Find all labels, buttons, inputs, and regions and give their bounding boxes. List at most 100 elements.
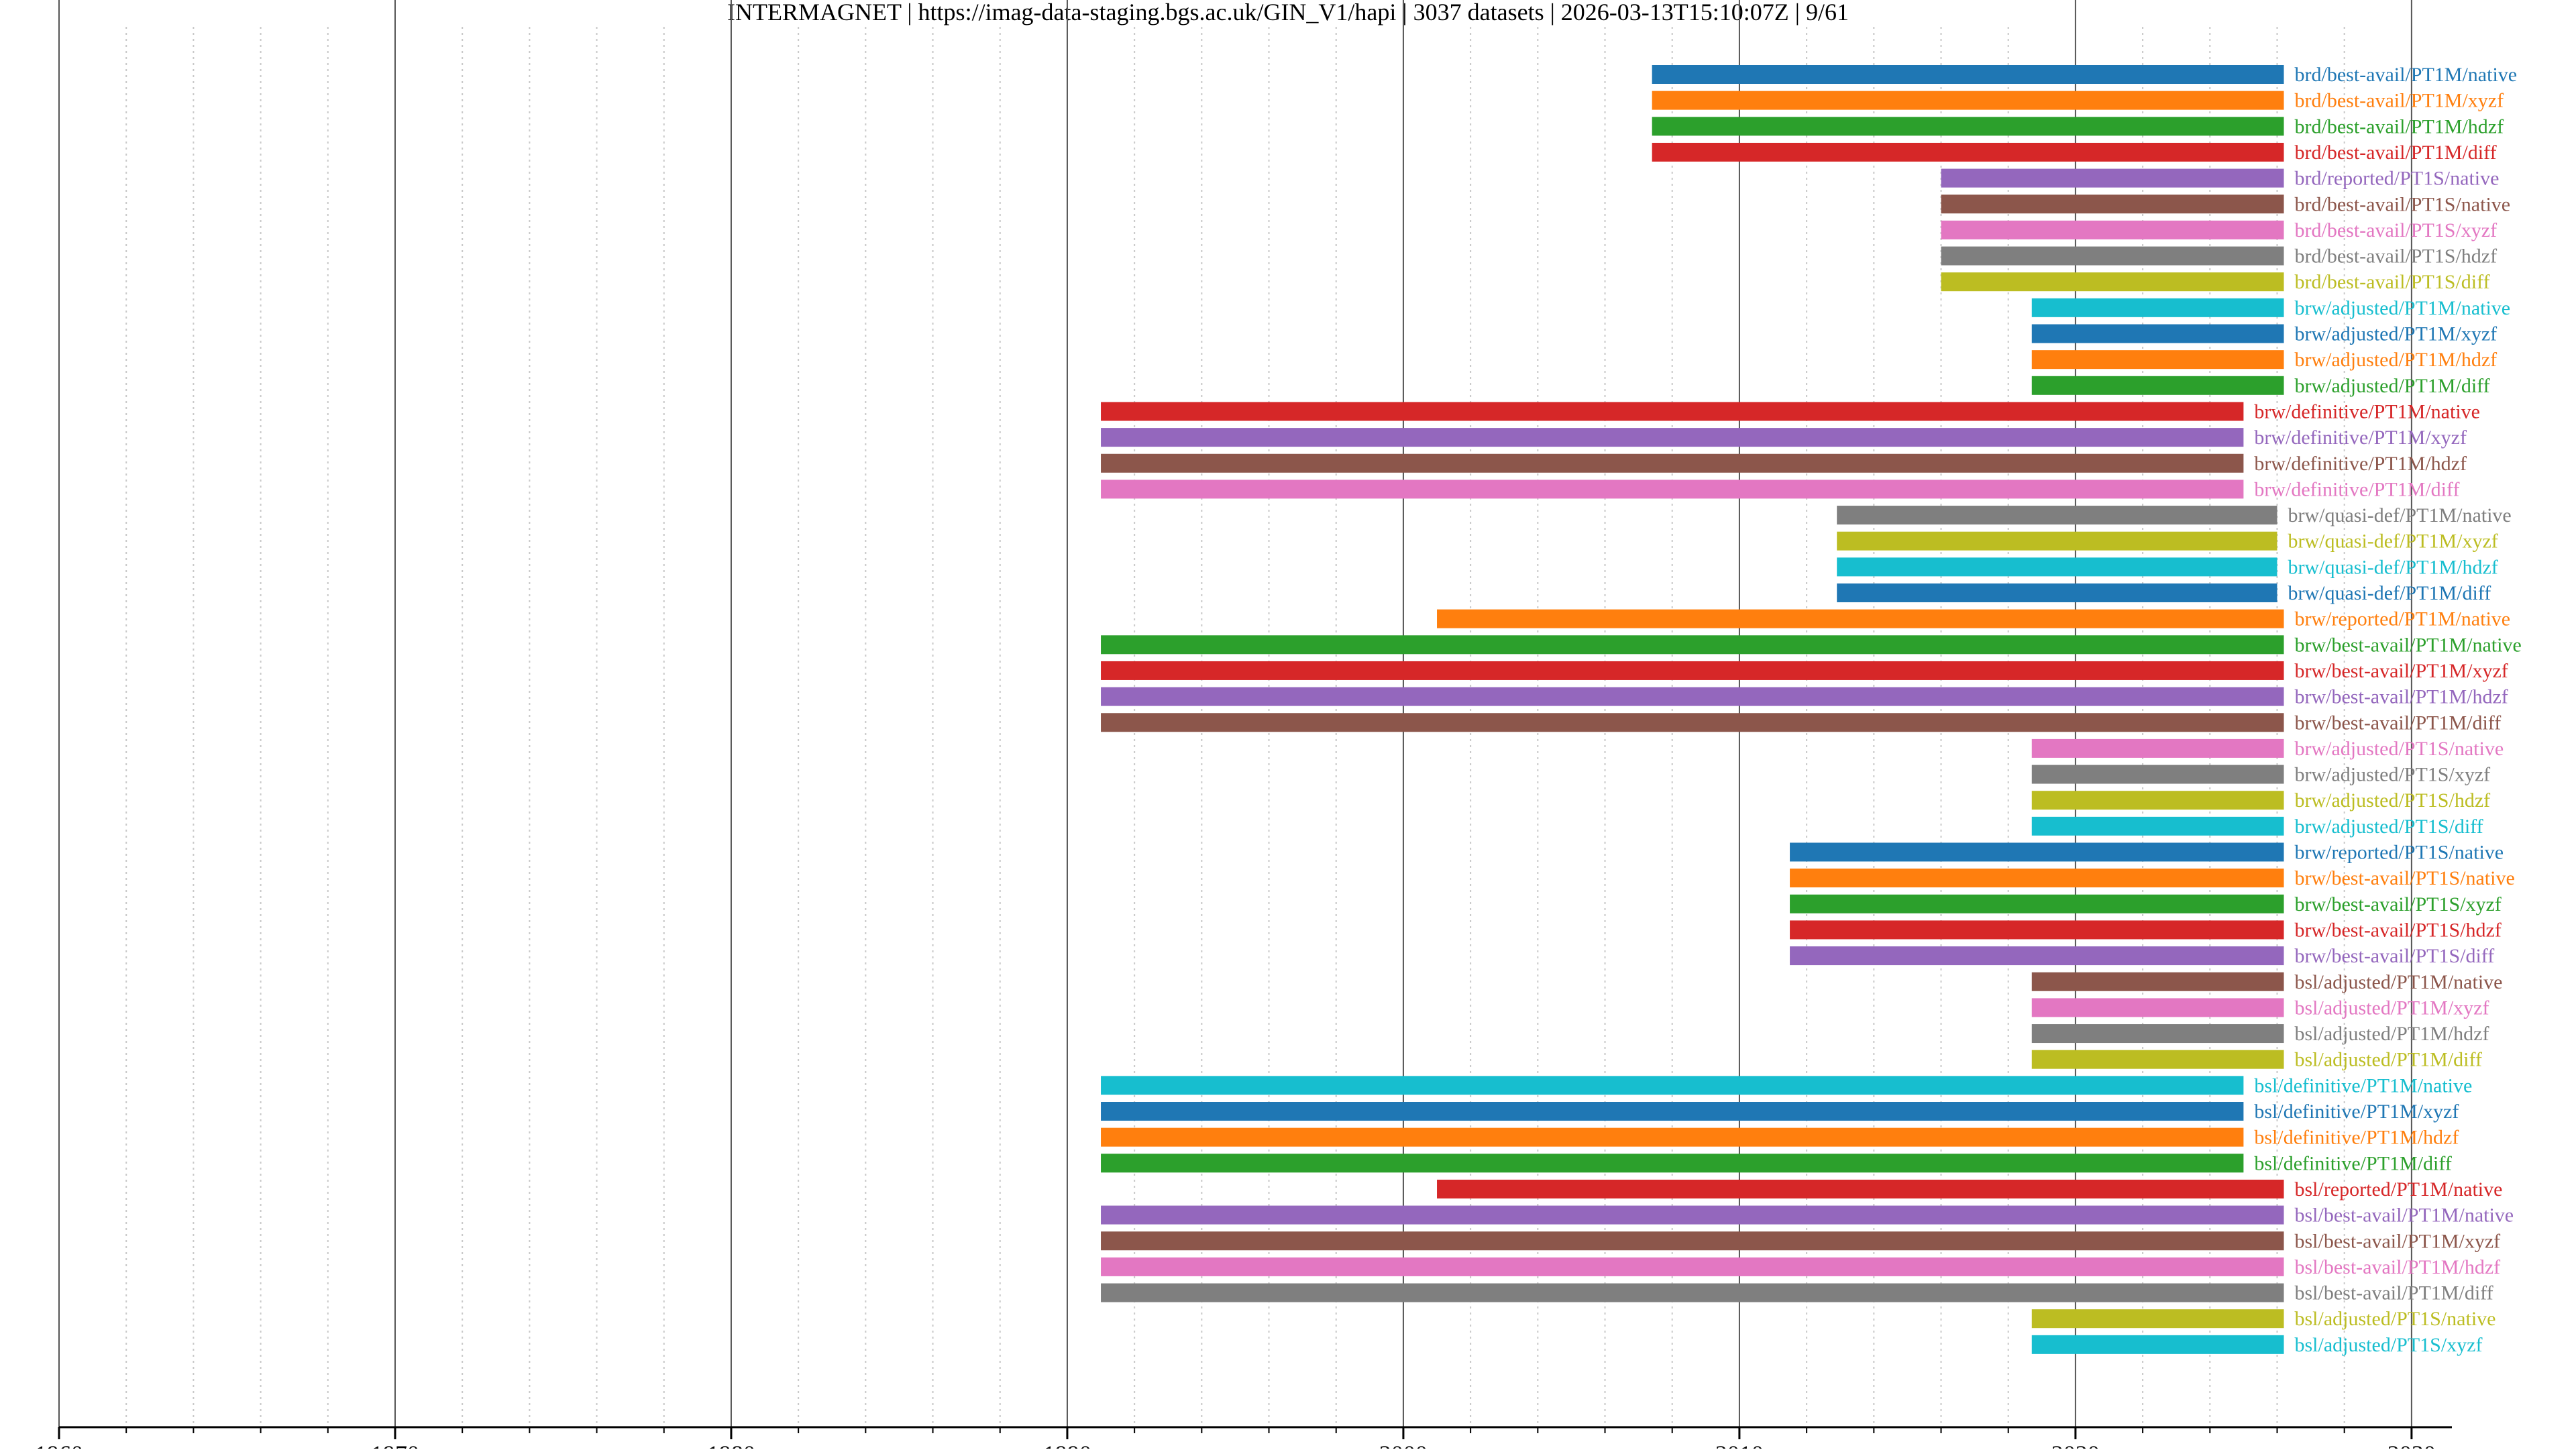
dataset-label: brd/best-avail/PT1S/native <box>2295 193 2511 215</box>
x-tick-label: 2030 <box>2387 1441 2436 1449</box>
dataset-bar <box>1437 1179 2284 1198</box>
x-tick-label: 2020 <box>2051 1441 2100 1449</box>
dataset-bar <box>2031 1335 2284 1354</box>
dataset-label: brw/definitive/PT1M/xyzf <box>2254 427 2467 449</box>
dataset-bar <box>1101 1127 2244 1147</box>
dataset-bar <box>2031 998 2284 1017</box>
dataset-label: brw/adjusted/PT1M/xyzf <box>2295 323 2498 345</box>
dataset-label: brw/adjusted/PT1S/hdzf <box>2295 789 2491 812</box>
dataset-bar <box>2031 376 2284 395</box>
dataset-bar <box>2031 1050 2284 1069</box>
dataset-label: bsl/adjusted/PT1S/xyzf <box>2295 1334 2483 1356</box>
dataset-bar <box>1652 142 2284 162</box>
dataset-bar <box>1652 91 2284 110</box>
x-tick-label: 1970 <box>371 1441 419 1449</box>
dataset-bar <box>1790 946 2284 966</box>
dataset-bar <box>1437 609 2284 628</box>
dataset-bar <box>1101 480 2244 499</box>
dataset-label: bsl/adjusted/PT1S/native <box>2295 1308 2496 1330</box>
dataset-label: brw/adjusted/PT1S/xyzf <box>2295 764 2491 786</box>
dataset-bar <box>1101 1205 2284 1225</box>
x-tick-label: 2010 <box>1715 1441 1764 1449</box>
dataset-bar <box>1941 220 2284 239</box>
dataset-label: brw/adjusted/PT1M/diff <box>2295 375 2490 397</box>
dataset-label: brd/best-avail/PT1M/diff <box>2295 142 2497 164</box>
dataset-bar <box>1837 583 2277 602</box>
dataset-bar <box>1101 1231 2284 1251</box>
dataset-label: bsl/adjusted/PT1M/hdzf <box>2295 1023 2489 1045</box>
dataset-bar <box>1101 453 2244 473</box>
dataset-label: brw/best-avail/PT1M/xyzf <box>2295 660 2508 682</box>
dataset-bar <box>1941 272 2284 292</box>
dataset-label: brw/adjusted/PT1S/diff <box>2295 816 2483 838</box>
dataset-label: brw/best-avail/PT1M/hdzf <box>2295 686 2508 708</box>
dataset-label: bsl/adjusted/PT1M/diff <box>2295 1049 2482 1071</box>
dataset-label: brw/quasi-def/PT1M/hdzf <box>2288 556 2498 578</box>
x-tick-label: 1960 <box>35 1441 83 1449</box>
dataset-bar <box>2031 791 2284 810</box>
dataset-label: brd/best-avail/PT1M/xyzf <box>2295 90 2504 112</box>
dataset-bar <box>1101 428 2244 447</box>
dataset-bar <box>1101 1257 2284 1276</box>
dataset-label: brw/reported/PT1M/native <box>2295 608 2511 630</box>
dataset-label: brw/adjusted/PT1S/native <box>2295 738 2504 760</box>
dataset-bar <box>2031 972 2284 991</box>
dataset-label: brw/quasi-def/PT1M/xyzf <box>2288 530 2498 553</box>
dataset-bar <box>2031 1309 2284 1329</box>
dataset-bar <box>1652 117 2284 136</box>
dataset-label: bsl/definitive/PT1M/xyzf <box>2254 1101 2459 1123</box>
dataset-bar <box>1101 402 2244 421</box>
dataset-label: brw/best-avail/PT1S/diff <box>2295 945 2495 967</box>
x-tick-label: 2000 <box>1379 1441 1428 1449</box>
dataset-bar <box>1652 65 2284 84</box>
dataset-bar <box>1101 1283 2284 1302</box>
dataset-label: brw/best-avail/PT1M/diff <box>2295 712 2502 734</box>
dataset-bar <box>1837 531 2277 551</box>
dataset-bar <box>1101 661 2284 680</box>
dataset-bar <box>1101 1076 2244 1095</box>
dataset-bar <box>1941 194 2284 214</box>
dataset-bar <box>1790 920 2284 940</box>
dataset-label: brd/best-avail/PT1M/hdzf <box>2295 115 2504 137</box>
dataset-label: brw/quasi-def/PT1M/diff <box>2288 582 2491 604</box>
dataset-bar <box>1101 1154 2244 1173</box>
dataset-label: brw/adjusted/PT1M/hdzf <box>2295 349 2498 371</box>
dataset-label: bsl/adjusted/PT1M/xyzf <box>2295 997 2489 1019</box>
dataset-bar <box>2031 816 2284 836</box>
dataset-bar <box>1837 506 2277 525</box>
dataset-label: brw/definitive/PT1M/hdzf <box>2254 453 2467 475</box>
dataset-bar <box>2031 1024 2284 1044</box>
dataset-bar <box>1101 1102 2244 1121</box>
dataset-label: brd/best-avail/PT1S/diff <box>2295 271 2490 293</box>
dataset-bar <box>2031 738 2284 758</box>
dataset-label: brw/best-avail/PT1M/native <box>2295 634 2522 656</box>
bars-layer: brd/best-avail/PT1M/native brd/best-avail… <box>1101 64 2522 1356</box>
dataset-label: brw/adjusted/PT1M/native <box>2295 297 2511 319</box>
dataset-label: bsl/best-avail/PT1M/hdzf <box>2295 1256 2501 1278</box>
dataset-label: brw/best-avail/PT1S/xyzf <box>2295 893 2502 915</box>
dataset-label: brd/best-avail/PT1S/hdzf <box>2295 245 2498 268</box>
dataset-bar <box>1790 869 2284 888</box>
dataset-bar <box>1790 894 2284 913</box>
dataset-bar <box>1837 557 2277 577</box>
dataset-label: brd/reported/PT1S/native <box>2295 168 2500 190</box>
dataset-bar <box>2031 324 2284 343</box>
dataset-bar <box>1101 635 2284 655</box>
dataset-label: brw/best-avail/PT1S/hdzf <box>2295 919 2502 941</box>
dataset-label: bsl/definitive/PT1M/native <box>2254 1074 2472 1097</box>
dataset-bar <box>1941 246 2284 266</box>
dataset-label: brw/definitive/PT1M/diff <box>2254 478 2459 500</box>
dataset-label: bsl/reported/PT1M/native <box>2295 1178 2503 1200</box>
dataset-bar <box>1941 168 2284 188</box>
dataset-label: brd/best-avail/PT1M/native <box>2295 64 2518 86</box>
dataset-label: brd/best-avail/PT1S/xyzf <box>2295 219 2498 241</box>
dataset-label: bsl/best-avail/PT1M/diff <box>2295 1282 2493 1304</box>
dataset-label: brw/definitive/PT1M/native <box>2254 400 2480 423</box>
dataset-label: bsl/best-avail/PT1M/native <box>2295 1205 2514 1227</box>
dataset-bar <box>1790 842 2284 862</box>
dataset-label: bsl/definitive/PT1M/diff <box>2254 1152 2451 1174</box>
x-tick-label: 1980 <box>707 1441 755 1449</box>
dataset-bar <box>2031 765 2284 784</box>
